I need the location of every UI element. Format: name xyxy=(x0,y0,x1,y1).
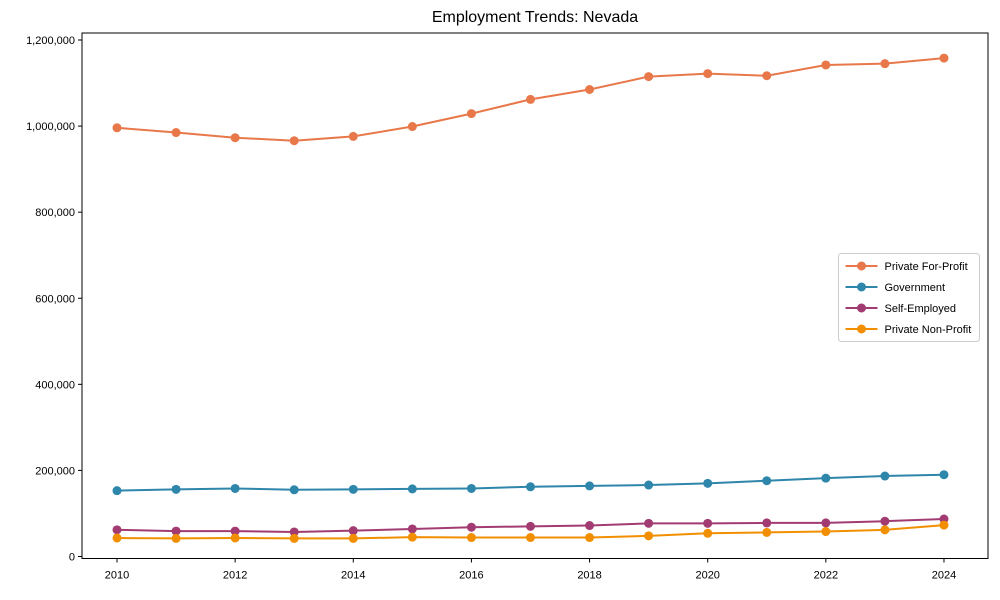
legend-item-label: Private For-Profit xyxy=(885,261,968,273)
x-axis-tick-label: 2018 xyxy=(577,570,601,582)
data-point-marker xyxy=(171,128,181,138)
data-point-marker xyxy=(466,522,476,532)
x-axis-tick-label: 2024 xyxy=(932,570,956,582)
data-point-marker xyxy=(230,483,240,493)
data-point-marker xyxy=(348,533,358,543)
data-point-marker xyxy=(762,518,772,528)
data-point-marker xyxy=(703,69,713,79)
x-axis-tick-label: 2012 xyxy=(223,570,247,582)
y-axis-tick-label: 200,000 xyxy=(35,465,75,477)
data-point-marker xyxy=(762,476,772,486)
data-point-marker xyxy=(348,526,358,536)
data-point-marker xyxy=(644,480,654,490)
data-point-marker xyxy=(585,521,595,531)
data-point-marker xyxy=(880,471,890,481)
x-axis-tick-label: 2022 xyxy=(814,570,838,582)
y-axis-tick-label: 1,000,000 xyxy=(26,121,75,133)
legend-sample-marker xyxy=(857,303,866,313)
data-point-marker xyxy=(289,485,299,495)
data-point-marker xyxy=(112,525,122,535)
data-point-marker xyxy=(644,72,654,82)
data-point-marker xyxy=(939,53,949,63)
legend-sample-marker xyxy=(857,282,866,292)
data-point-marker xyxy=(880,516,890,526)
data-point-marker xyxy=(112,533,122,543)
data-point-marker xyxy=(171,484,181,494)
legend-sample-marker xyxy=(857,324,866,334)
data-point-marker xyxy=(762,71,772,81)
x-axis-tick-label: 2014 xyxy=(341,570,365,582)
data-point-marker xyxy=(230,533,240,543)
data-point-marker xyxy=(112,123,122,133)
data-point-marker xyxy=(171,526,181,536)
y-axis-tick-label: 600,000 xyxy=(35,293,75,305)
data-point-marker xyxy=(407,524,417,534)
data-point-marker xyxy=(466,533,476,543)
data-point-marker xyxy=(289,136,299,146)
data-point-marker xyxy=(230,526,240,536)
y-axis-tick-label: 400,000 xyxy=(35,379,75,391)
data-point-marker xyxy=(644,531,654,541)
legend-item-label: Self-Employed xyxy=(885,303,957,315)
data-point-marker xyxy=(525,482,535,492)
data-point-marker xyxy=(289,533,299,543)
data-point-marker xyxy=(762,527,772,537)
legend-item-label: Government xyxy=(885,282,946,294)
data-point-marker xyxy=(407,532,417,542)
data-point-marker xyxy=(348,484,358,494)
data-point-marker xyxy=(289,527,299,537)
data-point-marker xyxy=(585,533,595,543)
x-axis-tick-label: 2020 xyxy=(695,570,719,582)
data-point-marker xyxy=(525,94,535,104)
data-point-marker xyxy=(407,122,417,132)
legend-sample-marker xyxy=(857,261,866,271)
data-point-marker xyxy=(644,518,654,528)
data-point-marker xyxy=(821,473,831,483)
data-point-marker xyxy=(466,483,476,493)
axes-box xyxy=(81,32,989,559)
data-point-marker xyxy=(880,525,890,535)
legend-box xyxy=(838,253,980,342)
y-axis-tick-label: 800,000 xyxy=(35,207,75,219)
data-point-marker xyxy=(407,484,417,494)
data-point-marker xyxy=(466,109,476,119)
data-point-marker xyxy=(880,59,890,69)
data-point-marker xyxy=(821,518,831,528)
data-point-marker xyxy=(171,533,181,543)
data-point-marker xyxy=(585,84,595,94)
data-point-marker xyxy=(348,131,358,141)
data-point-marker xyxy=(230,133,240,143)
data-point-marker xyxy=(112,486,122,496)
y-axis-tick-label: 1,200,000 xyxy=(26,35,75,47)
data-point-marker xyxy=(939,520,949,530)
data-point-marker xyxy=(703,518,713,528)
chart-title: Employment Trends: Nevada xyxy=(432,9,638,26)
data-point-marker xyxy=(939,470,949,480)
data-point-marker xyxy=(703,528,713,538)
data-point-marker xyxy=(585,481,595,491)
x-axis-tick-label: 2016 xyxy=(459,570,483,582)
data-point-marker xyxy=(525,533,535,543)
data-point-marker xyxy=(525,521,535,531)
data-point-marker xyxy=(821,527,831,537)
data-point-marker xyxy=(703,478,713,488)
y-axis-tick-label: 0 xyxy=(69,552,75,564)
data-point-marker xyxy=(821,60,831,70)
x-axis-tick-label: 2010 xyxy=(105,570,129,582)
legend-item-label: Private Non-Profit xyxy=(885,324,972,336)
